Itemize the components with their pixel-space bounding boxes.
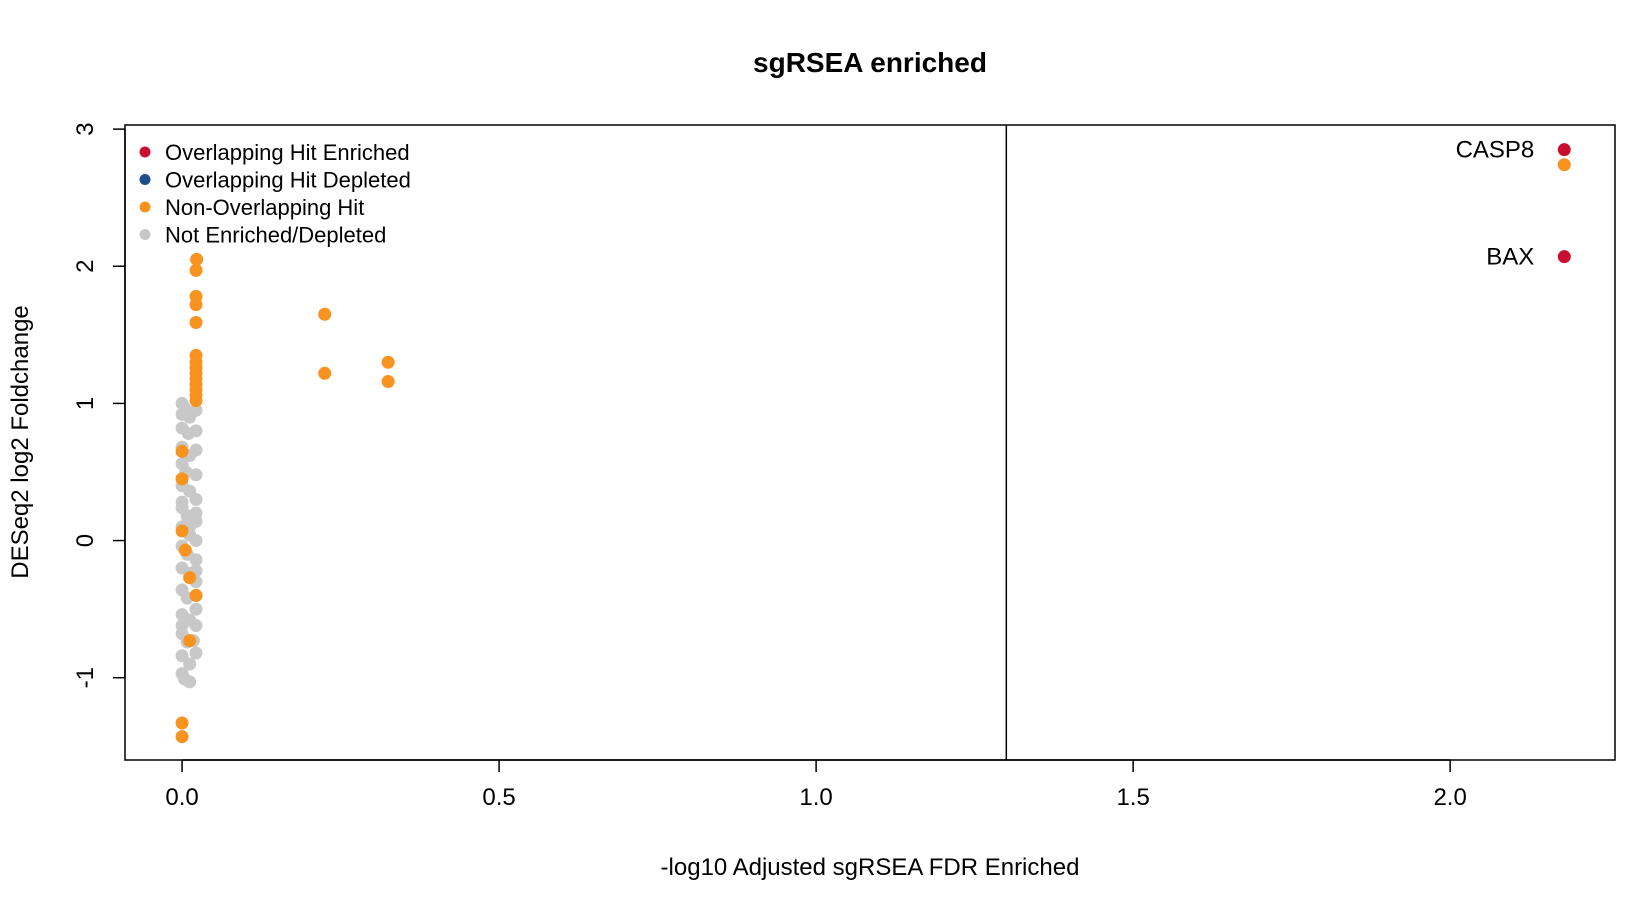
point-non-overlap (175, 472, 189, 486)
legend-label: Overlapping Hit Enriched (165, 140, 410, 165)
point-non-overlap (183, 634, 197, 648)
point-not-sig (189, 492, 203, 506)
legend: Overlapping Hit Enriched Overlapping Hit … (139, 140, 411, 248)
y-tick-label: 2 (72, 260, 99, 273)
point-non-overlap (381, 355, 395, 369)
legend-marker (139, 174, 151, 185)
legend-marker (139, 146, 151, 158)
point-not-sig (189, 468, 203, 482)
legend-marker (139, 229, 151, 240)
legend-label: Non-Overlapping Hit (165, 195, 364, 220)
point-non-overlap (190, 252, 204, 266)
x-tick-label: 0.5 (482, 784, 515, 811)
legend-marker (139, 201, 151, 213)
x-tick-label: 2.0 (1433, 784, 1466, 811)
point-non-overlap (175, 524, 189, 538)
point-annotation: BAX (1486, 244, 1534, 271)
legend-label: Overlapping Hit Depleted (165, 168, 411, 193)
point-non-overlap (189, 394, 203, 408)
point-not-sig (175, 619, 189, 633)
point-annotations: CASP8 BAX (1456, 137, 1535, 271)
x-tick-label: 1.5 (1116, 784, 1149, 811)
point-not-sig (183, 675, 197, 689)
x-axis: 0.0 0.5 1.0 1.5 2.0 (165, 759, 1467, 811)
point-overlap-enriched (1557, 143, 1571, 157)
x-tick-label: 1.0 (799, 784, 832, 811)
point-non-overlap (178, 543, 192, 557)
y-axis: -1 0 1 2 3 (72, 122, 126, 688)
y-tick-label: 3 (72, 122, 99, 135)
point-not-sig (189, 534, 203, 548)
point-non-overlap (183, 571, 197, 585)
point-non-overlap (381, 374, 395, 388)
point-non-overlap (175, 730, 189, 744)
point-not-sig (183, 657, 197, 671)
x-axis-label: -log10 Adjusted sgRSEA FDR Enriched (661, 854, 1080, 881)
y-tick-label: -1 (72, 667, 99, 688)
point-not-sig (175, 495, 189, 509)
point-not-sig (189, 424, 203, 438)
point-non-overlap (318, 307, 332, 321)
point-not-sig (189, 619, 203, 633)
point-non-overlap (189, 263, 203, 277)
y-tick-label: 0 (72, 534, 99, 547)
point-non-overlap (189, 315, 203, 329)
point-not-sig (189, 506, 203, 520)
point-not-sig (189, 646, 203, 660)
point-not-sig (175, 649, 189, 663)
point-non-overlap (318, 366, 332, 380)
point-non-overlap (189, 298, 203, 312)
point-non-overlap (175, 444, 189, 458)
point-non-overlap (189, 588, 203, 602)
point-non-overlap (1557, 158, 1571, 172)
point-not-sig (189, 553, 203, 567)
point-overlap-enriched (1557, 250, 1571, 264)
chart-title: sgRSEA enriched (753, 47, 987, 78)
point-not-sig (189, 602, 203, 616)
plot-frame (124, 124, 1616, 761)
point-non-overlap (175, 716, 189, 730)
data-points (175, 143, 1571, 744)
legend-label: Not Enriched/Depleted (165, 223, 386, 248)
point-not-sig (189, 403, 203, 417)
y-axis-label: DESeq2 log2 Foldchange (7, 305, 34, 579)
y-tick-label: 1 (72, 397, 99, 410)
point-not-sig (189, 443, 203, 457)
point-annotation: CASP8 (1456, 137, 1535, 164)
x-tick-label: 0.0 (165, 784, 198, 811)
